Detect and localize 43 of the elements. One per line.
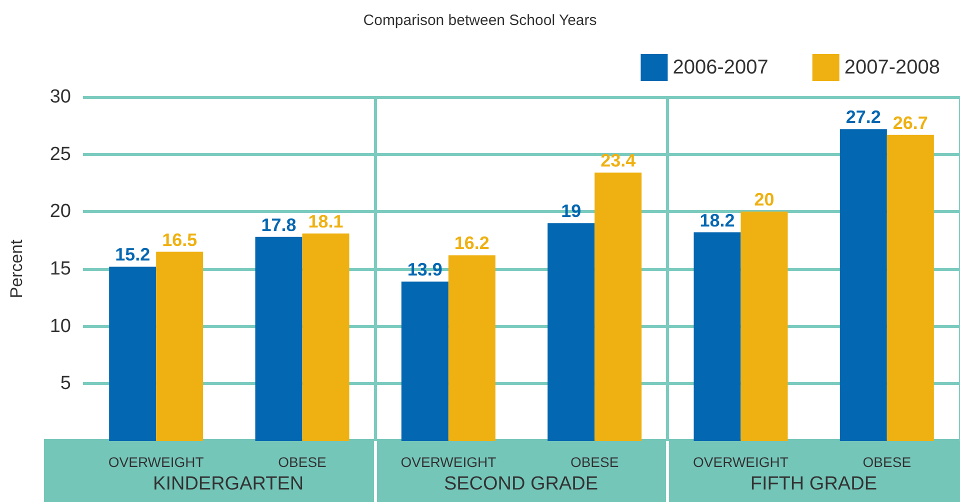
- bar: [548, 223, 595, 441]
- text: FIFTH GRADE: [750, 474, 878, 494]
- y-tick-label: 10: [50, 316, 71, 337]
- y-tick-label: 15: [50, 258, 71, 280]
- data-label: 16.2: [454, 233, 490, 254]
- bar: [740, 212, 788, 441]
- text: KINDERGARTEN: [153, 474, 304, 494]
- y-tick-label: 5: [60, 373, 71, 394]
- bar: [156, 252, 204, 441]
- data-label: 18.2: [700, 210, 735, 230]
- bar: [594, 172, 642, 441]
- data-label: 17.8: [261, 214, 296, 235]
- text: SECOND GRADE: [444, 474, 598, 494]
- bar: [302, 233, 350, 441]
- data-label: 27.2: [846, 107, 881, 128]
- y-tick-label: 25: [50, 144, 71, 165]
- data-label: 18.1: [308, 211, 344, 232]
- data-label: 16.5: [162, 230, 198, 250]
- y-axis-title: Percent: [7, 239, 26, 298]
- x-tick-label: OVERWEIGHT: [693, 454, 789, 470]
- y-tick-label: 30: [50, 86, 71, 108]
- bar: [448, 255, 496, 441]
- bar: [694, 232, 741, 441]
- data-label: 26.7: [892, 112, 928, 133]
- x-tick-label: OBESE: [862, 454, 912, 470]
- x-tick-label: OBESE: [570, 454, 619, 470]
- data-label: 20: [754, 190, 774, 210]
- legend-label: 2006-2007: [672, 56, 768, 78]
- bar: [401, 282, 448, 441]
- x-tick-label: OVERWEIGHT: [400, 454, 497, 470]
- data-label: 15.2: [115, 244, 150, 265]
- bar: [886, 134, 934, 441]
- bar: [840, 129, 887, 441]
- data-label: 13.9: [407, 260, 442, 280]
- bar: [255, 236, 302, 441]
- x-tick-label: OVERWEIGHT: [108, 454, 204, 470]
- bar: [109, 266, 156, 441]
- y-tick-label: 20: [50, 201, 71, 222]
- data-label: 19: [561, 201, 582, 222]
- legend-label: 2007-2008: [844, 56, 940, 78]
- data-label: 23.4: [600, 150, 636, 171]
- chart-title: Comparison between School Years: [363, 12, 597, 29]
- x-tick-label: OBESE: [278, 454, 326, 470]
